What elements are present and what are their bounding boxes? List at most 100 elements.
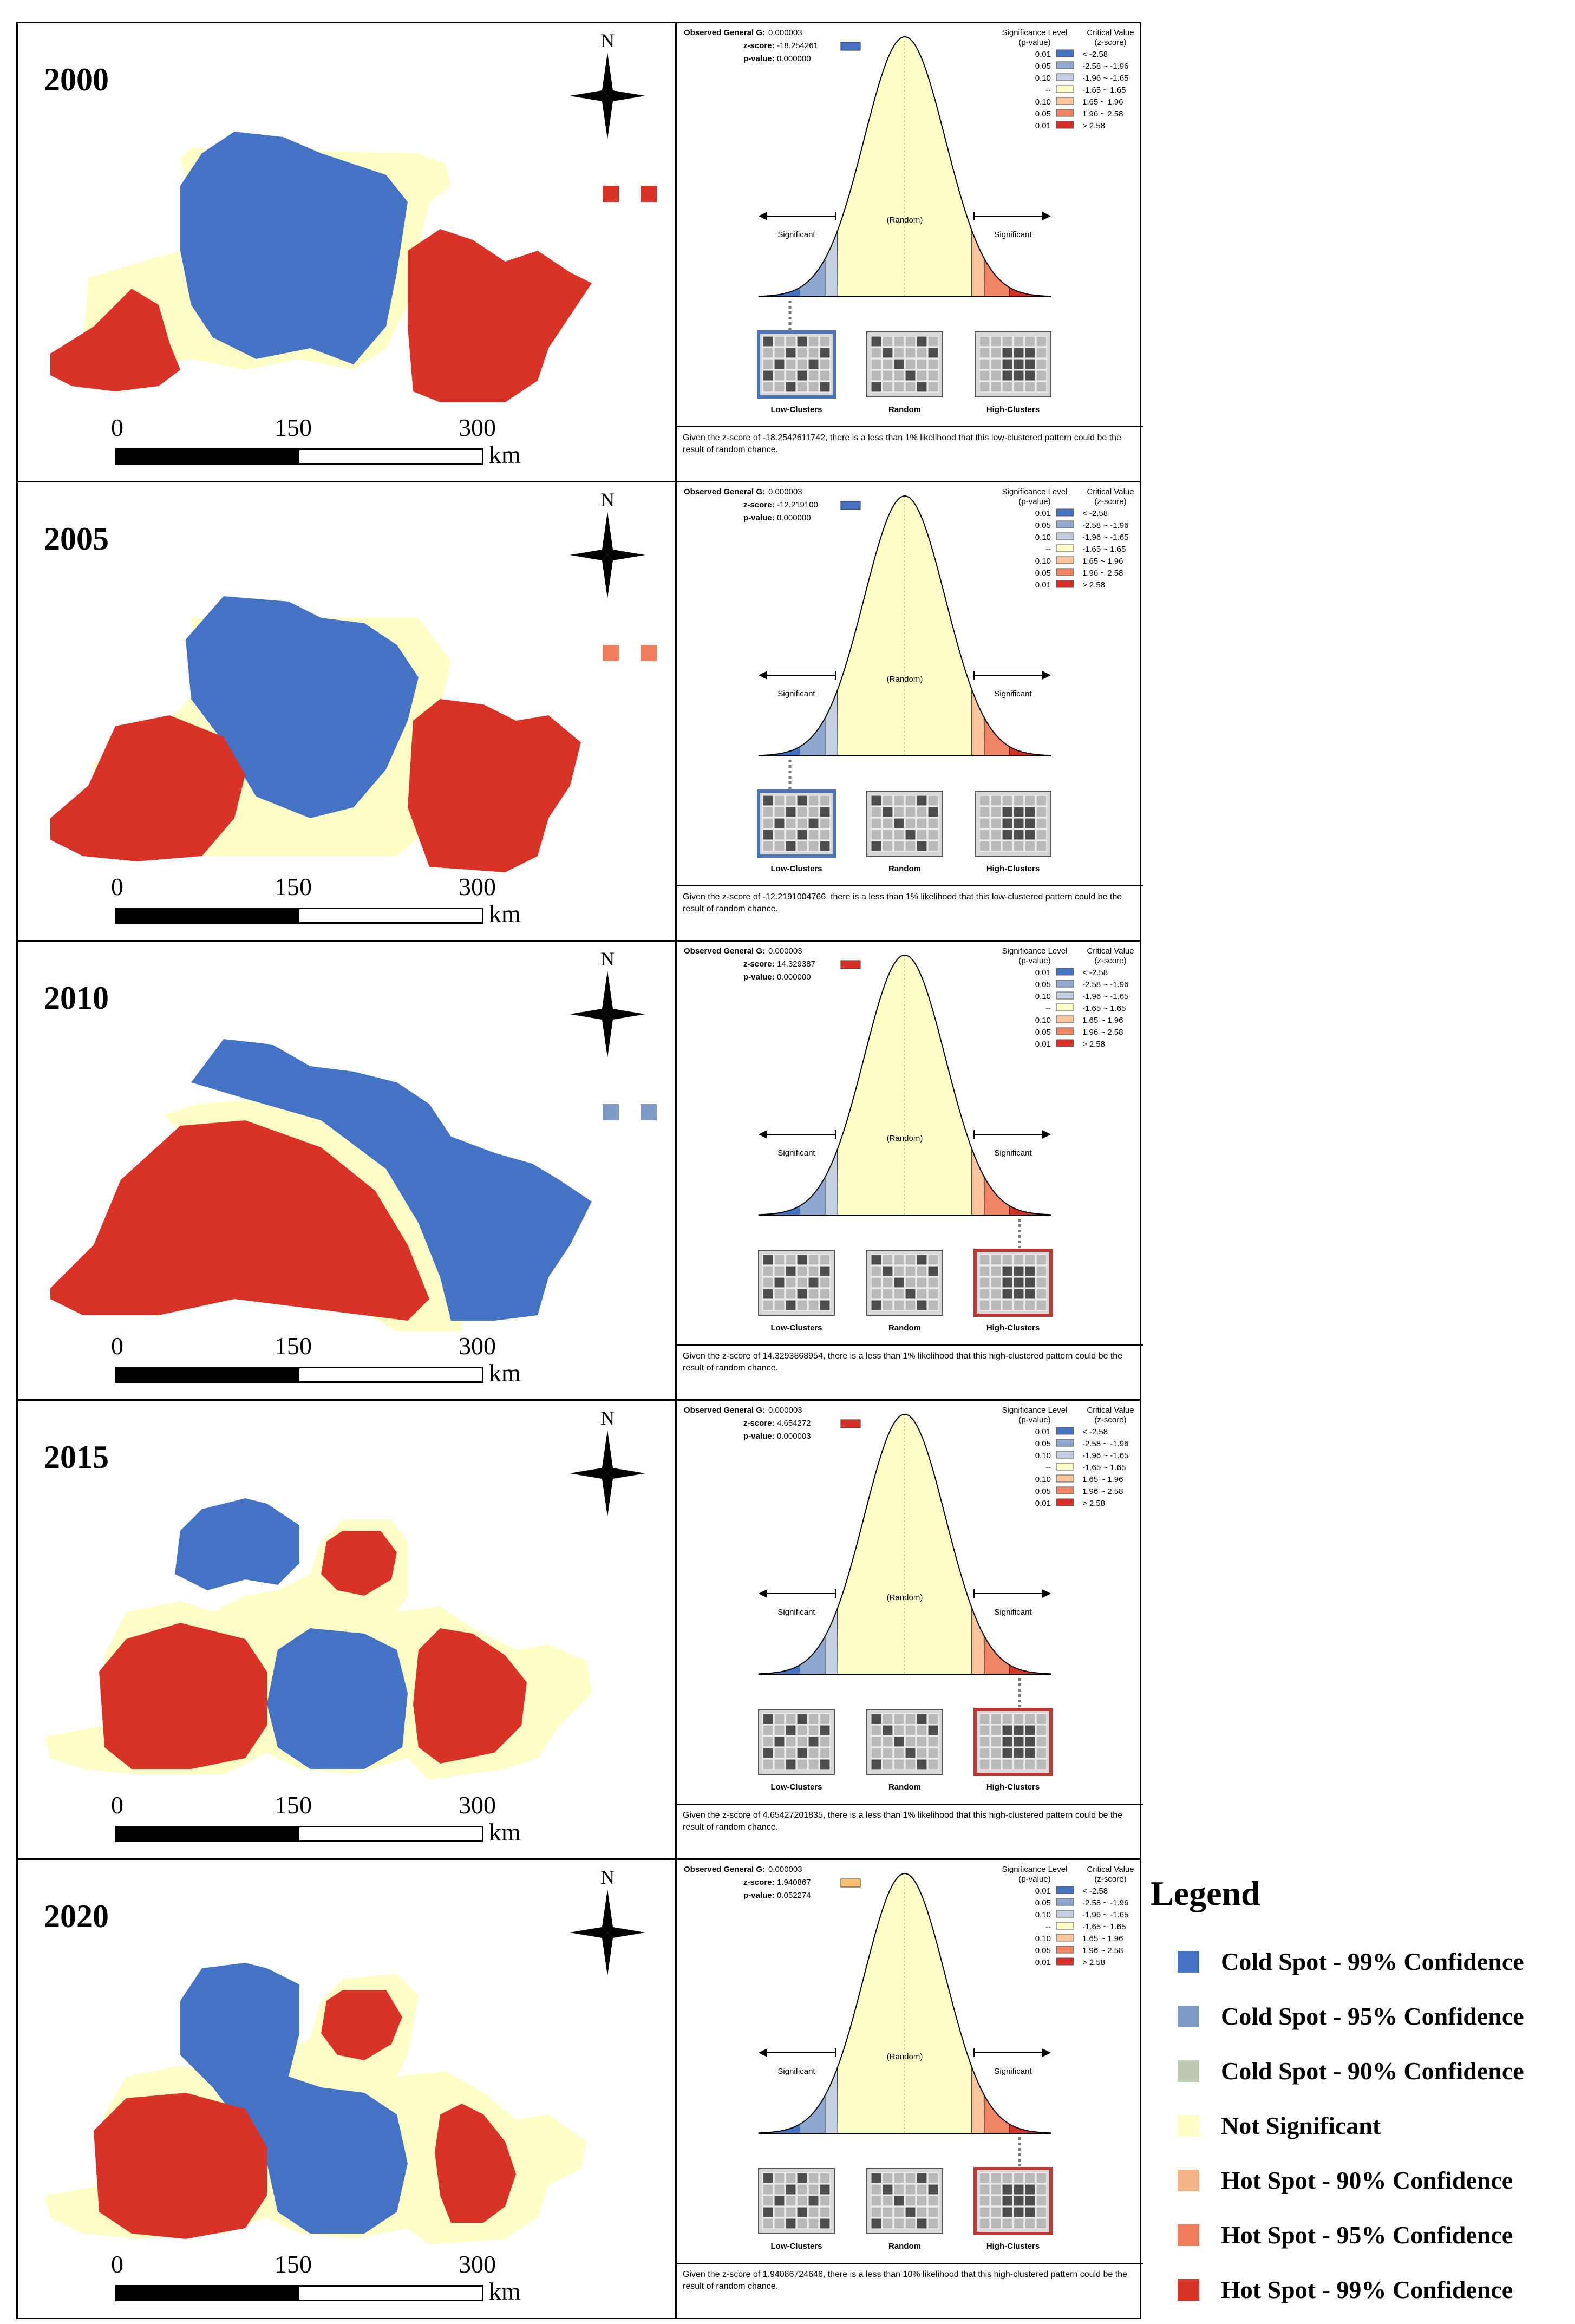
critical-title: Critical Value — [1087, 28, 1134, 37]
thumbnail-label: Low-Clusters — [770, 1323, 822, 1333]
thumbnail-cell — [882, 1747, 893, 1759]
thumbnail-cell — [893, 1747, 905, 1759]
significant-right-label: Significant — [994, 689, 1032, 698]
random-label: (Random) — [887, 675, 923, 684]
thumbnail-cell — [905, 1713, 916, 1725]
curve-zone — [825, 690, 838, 756]
thumbnail-cell — [785, 829, 796, 840]
thumbnail-cell — [871, 1759, 882, 1770]
thumbnail-cell — [1013, 2195, 1024, 2207]
thumbnail-cell — [785, 336, 796, 347]
thumbnail-cell — [893, 358, 905, 370]
north-arrow-icon: N — [570, 489, 645, 598]
thumbnail-cell — [990, 2184, 1002, 2195]
thumbnail-cell — [1036, 840, 1047, 852]
thumbnail-cell — [979, 2218, 990, 2229]
observed-general-g-value: 0.000003 — [768, 1865, 802, 1874]
thumbnail-cell — [916, 1288, 927, 1300]
thumbnail-cell — [762, 1300, 774, 1311]
p-value-label: p-value: — [743, 1432, 775, 1441]
thumbnail-cell — [916, 1713, 927, 1725]
scale-unit: km — [489, 1359, 521, 1387]
significant-left-label: Significant — [777, 1608, 815, 1617]
significance-subtitle: (p-value) — [1018, 956, 1050, 965]
thumbnail-cell — [882, 1288, 893, 1300]
curve-zone — [1009, 2123, 1051, 2134]
scale-bar-fill — [117, 450, 299, 463]
significant-left-label: Significant — [777, 230, 815, 239]
thumbnail-cell — [1036, 795, 1047, 806]
thumbnail-cell — [916, 2218, 927, 2229]
map-region — [99, 1623, 267, 1769]
significance-level: 0.01 — [1035, 509, 1051, 518]
thumbnail-cell — [819, 795, 831, 806]
significant-right-label: Significant — [994, 230, 1032, 239]
thumbnail-cell — [1002, 1713, 1013, 1725]
thumbnail-cell — [1024, 370, 1036, 381]
thumbnail-cell — [808, 2172, 819, 2184]
significance-level: 0.05 — [1035, 980, 1051, 989]
critical-value: > 2.58 — [1082, 121, 1105, 130]
thumbnail-pattern — [871, 2172, 939, 2229]
thumbnail-cell — [916, 1747, 927, 1759]
thumbnail-cell — [927, 1277, 939, 1288]
thumbnail-cell — [905, 1277, 916, 1288]
thumbnail-cell — [762, 370, 774, 381]
thumbnail-cell — [774, 1265, 785, 1277]
critical-value: -1.65 ~ 1.65 — [1082, 86, 1126, 95]
significance-level: 0.01 — [1035, 121, 1051, 130]
thumbnail-cell — [819, 1277, 831, 1288]
legend-swatch — [1178, 2224, 1199, 2246]
level-swatch — [1056, 1922, 1074, 1930]
thumbnail-label: Random — [888, 1323, 921, 1333]
general-g-report-2015: Observed General G: 0.000003 z-score: 4.654… — [676, 1399, 1143, 1860]
thumbnail-cell — [1024, 1300, 1036, 1311]
arrow-head — [1042, 671, 1051, 680]
thumbnail-cell — [1024, 840, 1036, 852]
thumbnail-cell — [1024, 2172, 1036, 2184]
thumbnail-cell — [808, 2207, 819, 2218]
year-label: 2000 — [44, 62, 109, 97]
thumbnail-cell — [1002, 2184, 1013, 2195]
thumbnail-cell — [979, 1277, 990, 1288]
thumbnail-cell — [762, 1736, 774, 1747]
thumbnail-cell — [916, 347, 927, 358]
thumbnail-cell — [1024, 1725, 1036, 1736]
level-swatch — [1056, 1451, 1074, 1459]
critical-value: -2.58 ~ -1.96 — [1082, 62, 1128, 71]
thumbnail-cell — [882, 2218, 893, 2229]
thumbnail-cell — [905, 381, 916, 393]
thumbnail-cell — [785, 1265, 796, 1277]
thumbnail-cell — [1036, 806, 1047, 818]
significance-level: 0.10 — [1035, 1910, 1051, 1920]
level-swatch — [1056, 1003, 1074, 1011]
thumbnail-cell — [774, 1747, 785, 1759]
thumbnail-cell — [927, 2195, 939, 2207]
z-score-value: 1.940867 — [777, 1878, 811, 1887]
scale-bar-fill — [117, 1827, 299, 1840]
level-swatch — [1056, 1427, 1074, 1435]
critical-value: 1.65 ~ 1.96 — [1082, 557, 1123, 566]
critical-value: -1.65 ~ 1.65 — [1082, 1004, 1126, 1013]
thumbnail-cell — [785, 795, 796, 806]
thumbnail-cell — [1002, 370, 1013, 381]
result-footer: Given the z-score of -18.2542611742, the… — [683, 433, 1121, 454]
level-swatch — [1056, 73, 1074, 81]
critical-value: -1.65 ~ 1.65 — [1082, 1463, 1126, 1472]
thumbnail-cell — [871, 840, 882, 852]
thumbnail-cell — [808, 1300, 819, 1311]
significance-level: 0.05 — [1035, 109, 1051, 119]
thumbnail-cell — [990, 381, 1002, 393]
thumbnail-cell — [819, 1725, 831, 1736]
legend-swatch — [1178, 2060, 1199, 2082]
map-region — [641, 186, 657, 202]
thumbnail-cell — [1036, 1254, 1047, 1265]
critical-value: > 2.58 — [1082, 1958, 1105, 1967]
z-score-swatch — [840, 42, 861, 51]
thumbnail-cell — [1002, 1288, 1013, 1300]
legend-title: Legend — [1151, 1874, 1260, 1912]
thumbnail-cell — [905, 1265, 916, 1277]
scale-label: 0 — [111, 1791, 123, 1819]
legend-item-hot-99: Hot Spot - 99% Confidence — [1151, 2262, 1573, 2317]
thumbnail-cell — [1013, 2218, 1024, 2229]
